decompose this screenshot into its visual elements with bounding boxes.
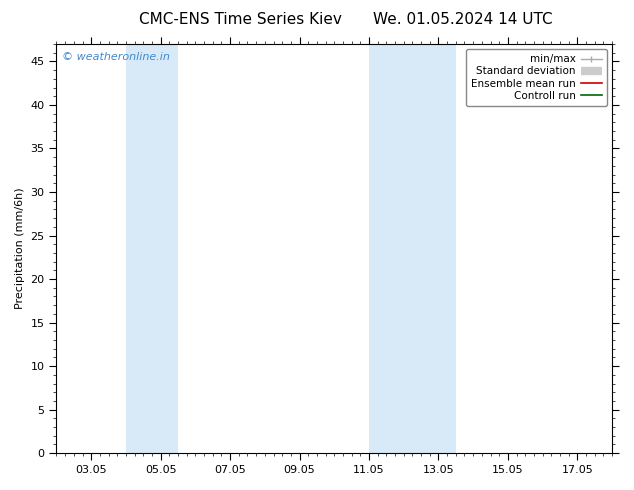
Text: We. 01.05.2024 14 UTC: We. 01.05.2024 14 UTC (373, 12, 553, 27)
Bar (369, 44, 456, 453)
Y-axis label: Precipitation (mm/6h): Precipitation (mm/6h) (15, 188, 25, 309)
Legend: min/max, Standard deviation, Ensemble mean run, Controll run: min/max, Standard deviation, Ensemble me… (465, 49, 607, 106)
Text: CMC-ENS Time Series Kiev: CMC-ENS Time Series Kiev (139, 12, 342, 27)
Bar (126, 44, 178, 453)
Text: © weatheronline.in: © weatheronline.in (62, 52, 170, 62)
